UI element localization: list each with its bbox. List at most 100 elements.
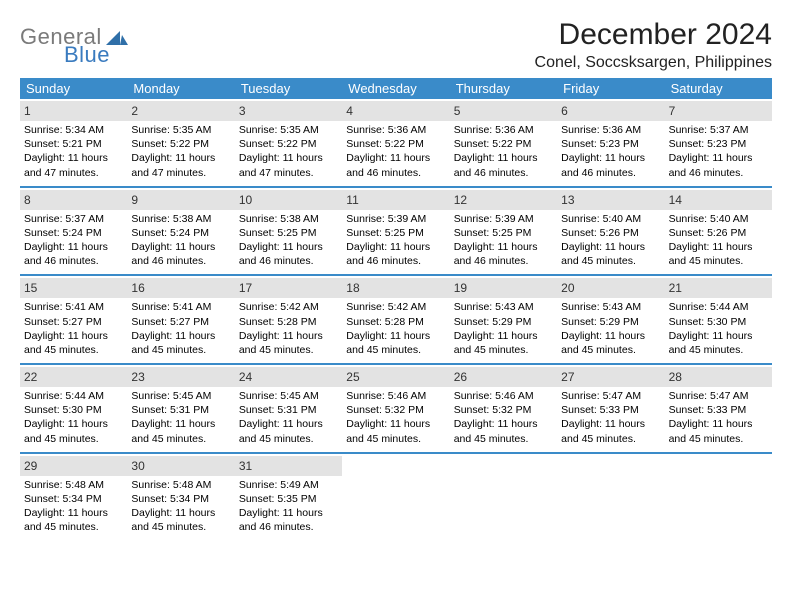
day-number: 2	[131, 104, 138, 118]
daylight-text: Daylight: 11 hours	[346, 151, 445, 165]
week-row: 29Sunrise: 5:48 AMSunset: 5:34 PMDayligh…	[20, 454, 772, 541]
day-cell: 14Sunrise: 5:40 AMSunset: 5:26 PMDayligh…	[665, 188, 772, 275]
sunset-text: Sunset: 5:23 PM	[669, 137, 768, 151]
weekday-header: Monday	[127, 78, 234, 99]
sunset-text: Sunset: 5:35 PM	[239, 492, 338, 506]
day-number: 31	[239, 459, 252, 473]
day-number-bar: 6	[557, 101, 664, 121]
sunrise-text: Sunrise: 5:45 AM	[239, 389, 338, 403]
daylight-text: Daylight: 11 hours	[24, 151, 123, 165]
day-number-bar: 18	[342, 278, 449, 298]
day-number-bar: 9	[127, 190, 234, 210]
sunrise-text: Sunrise: 5:43 AM	[561, 300, 660, 314]
day-cell: 21Sunrise: 5:44 AMSunset: 5:30 PMDayligh…	[665, 276, 772, 363]
location: Conel, Soccsksargen, Philippines	[535, 54, 772, 72]
week-row: 15Sunrise: 5:41 AMSunset: 5:27 PMDayligh…	[20, 276, 772, 365]
daylight-text: and 45 minutes.	[24, 520, 123, 534]
sunrise-text: Sunrise: 5:44 AM	[24, 389, 123, 403]
day-number: 6	[561, 104, 568, 118]
day-cell: 27Sunrise: 5:47 AMSunset: 5:33 PMDayligh…	[557, 365, 664, 452]
day-number-bar: 14	[665, 190, 772, 210]
daylight-text: and 45 minutes.	[561, 343, 660, 357]
day-cell: 3Sunrise: 5:35 AMSunset: 5:22 PMDaylight…	[235, 99, 342, 186]
daylight-text: Daylight: 11 hours	[239, 417, 338, 431]
day-number: 11	[346, 193, 358, 207]
day-cell: 26Sunrise: 5:46 AMSunset: 5:32 PMDayligh…	[450, 365, 557, 452]
day-cell: 12Sunrise: 5:39 AMSunset: 5:25 PMDayligh…	[450, 188, 557, 275]
day-cell: 5Sunrise: 5:36 AMSunset: 5:22 PMDaylight…	[450, 99, 557, 186]
day-cell: 4Sunrise: 5:36 AMSunset: 5:22 PMDaylight…	[342, 99, 449, 186]
sunset-text: Sunset: 5:22 PM	[131, 137, 230, 151]
daylight-text: Daylight: 11 hours	[454, 151, 553, 165]
day-number: 17	[239, 281, 252, 295]
sunrise-text: Sunrise: 5:44 AM	[669, 300, 768, 314]
daylight-text: Daylight: 11 hours	[346, 329, 445, 343]
sunrise-text: Sunrise: 5:39 AM	[454, 212, 553, 226]
daylight-text: and 45 minutes.	[669, 343, 768, 357]
sunset-text: Sunset: 5:25 PM	[346, 226, 445, 240]
day-number-bar: 1	[20, 101, 127, 121]
daylight-text: Daylight: 11 hours	[561, 329, 660, 343]
day-number: 12	[454, 193, 467, 207]
day-cell: 6Sunrise: 5:36 AMSunset: 5:23 PMDaylight…	[557, 99, 664, 186]
sunset-text: Sunset: 5:32 PM	[346, 403, 445, 417]
day-number: 30	[131, 459, 144, 473]
daylight-text: and 45 minutes.	[454, 432, 553, 446]
day-number-bar: 24	[235, 367, 342, 387]
sunset-text: Sunset: 5:31 PM	[239, 403, 338, 417]
logo-text-blue: Blue	[64, 42, 110, 68]
sunset-text: Sunset: 5:25 PM	[239, 226, 338, 240]
day-number: 18	[346, 281, 359, 295]
sunset-text: Sunset: 5:21 PM	[24, 137, 123, 151]
sunset-text: Sunset: 5:25 PM	[454, 226, 553, 240]
day-number-bar: 27	[557, 367, 664, 387]
sunset-text: Sunset: 5:30 PM	[669, 315, 768, 329]
day-number: 5	[454, 104, 461, 118]
sunset-text: Sunset: 5:28 PM	[239, 315, 338, 329]
day-cell: 15Sunrise: 5:41 AMSunset: 5:27 PMDayligh…	[20, 276, 127, 363]
day-cell: 29Sunrise: 5:48 AMSunset: 5:34 PMDayligh…	[20, 454, 127, 541]
weekday-header: Thursday	[450, 78, 557, 99]
daylight-text: and 46 minutes.	[24, 254, 123, 268]
day-number: 27	[561, 370, 574, 384]
daylight-text: Daylight: 11 hours	[346, 240, 445, 254]
day-number-bar: 20	[557, 278, 664, 298]
day-number: 4	[346, 104, 353, 118]
day-number: 19	[454, 281, 467, 295]
day-number-bar: 28	[665, 367, 772, 387]
daylight-text: Daylight: 11 hours	[239, 151, 338, 165]
sunset-text: Sunset: 5:34 PM	[131, 492, 230, 506]
sunset-text: Sunset: 5:24 PM	[131, 226, 230, 240]
daylight-text: and 46 minutes.	[131, 254, 230, 268]
sunrise-text: Sunrise: 5:37 AM	[24, 212, 123, 226]
day-cell: 18Sunrise: 5:42 AMSunset: 5:28 PMDayligh…	[342, 276, 449, 363]
day-number-bar: 13	[557, 190, 664, 210]
day-number-bar: 11	[342, 190, 449, 210]
sunrise-text: Sunrise: 5:42 AM	[346, 300, 445, 314]
day-number-bar: 19	[450, 278, 557, 298]
day-number: 1	[24, 104, 31, 118]
day-number-bar: 8	[20, 190, 127, 210]
daylight-text: and 45 minutes.	[454, 343, 553, 357]
daylight-text: Daylight: 11 hours	[346, 417, 445, 431]
day-cell: 13Sunrise: 5:40 AMSunset: 5:26 PMDayligh…	[557, 188, 664, 275]
day-number: 16	[131, 281, 144, 295]
daylight-text: and 45 minutes.	[24, 432, 123, 446]
daylight-text: Daylight: 11 hours	[561, 240, 660, 254]
day-number-bar: 30	[127, 456, 234, 476]
day-number: 10	[239, 193, 252, 207]
day-number-bar: 2	[127, 101, 234, 121]
daylight-text: and 46 minutes.	[346, 166, 445, 180]
daylight-text: Daylight: 11 hours	[239, 329, 338, 343]
header: General Blue December 2024 Conel, Soccsk…	[20, 18, 772, 72]
daylight-text: and 46 minutes.	[454, 166, 553, 180]
daylight-text: and 45 minutes.	[131, 432, 230, 446]
daylight-text: and 45 minutes.	[24, 343, 123, 357]
day-cell	[450, 454, 557, 541]
daylight-text: and 47 minutes.	[131, 166, 230, 180]
day-cell: 16Sunrise: 5:41 AMSunset: 5:27 PMDayligh…	[127, 276, 234, 363]
sunrise-text: Sunrise: 5:41 AM	[24, 300, 123, 314]
sunset-text: Sunset: 5:22 PM	[346, 137, 445, 151]
sunrise-text: Sunrise: 5:45 AM	[131, 389, 230, 403]
daylight-text: and 46 minutes.	[669, 166, 768, 180]
